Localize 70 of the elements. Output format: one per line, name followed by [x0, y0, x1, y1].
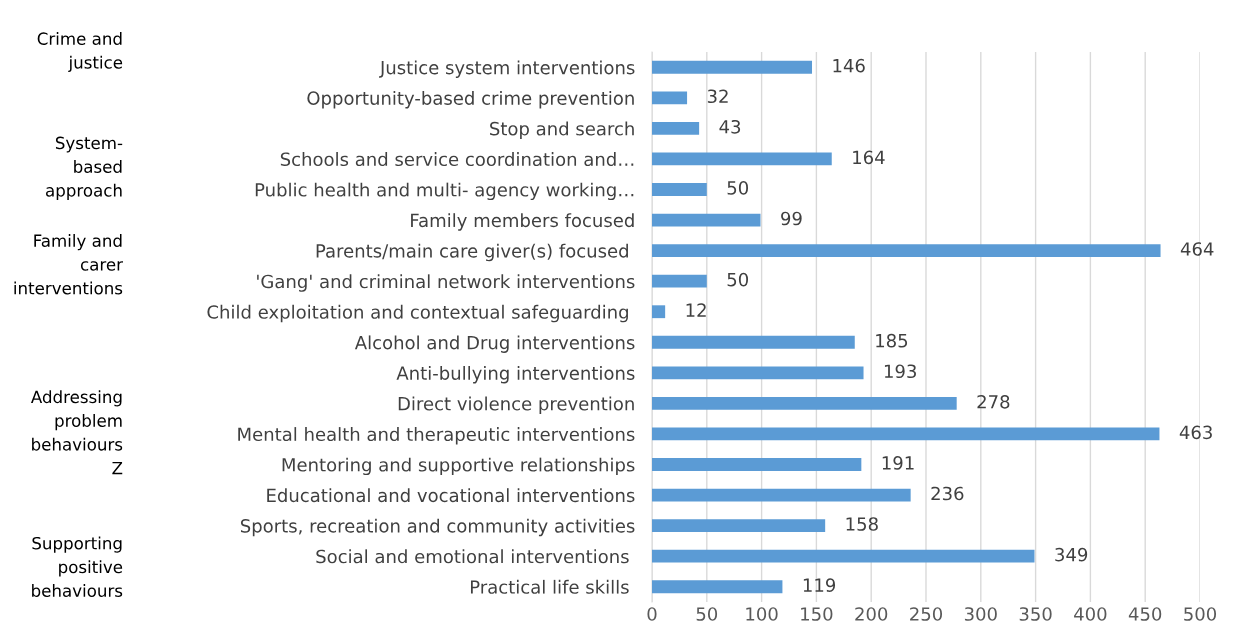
- bar: [652, 335, 855, 349]
- data-label: 99: [781, 211, 802, 226]
- data-label: 193: [884, 364, 916, 379]
- data-label: 164: [853, 150, 885, 165]
- data-label: 158: [846, 517, 878, 531]
- bar: [652, 427, 1160, 441]
- y-tick-label: Stop and search: [490, 121, 634, 139]
- bar: [652, 458, 862, 471]
- data-label: 464: [1180, 242, 1214, 256]
- bar: [652, 580, 783, 594]
- y-tick-label: Alcohol and Drug interventions: [354, 335, 635, 353]
- x-tick-label: 200: [855, 607, 888, 621]
- y-tick-label: 'Gang' and criminal network interventions: [257, 274, 635, 292]
- data-label: 32: [707, 89, 728, 104]
- data-label: 146: [833, 58, 865, 73]
- bar: [652, 305, 666, 319]
- y-tick-label: Social and emotional interventions: [316, 549, 629, 564]
- text: System-based approach: [46, 136, 123, 200]
- y-tick-label: Practical life skills: [470, 579, 629, 594]
- y-tick-label: Child exploitation and contextual safeguarding: [207, 304, 628, 323]
- data-label: 236: [931, 486, 964, 501]
- text: Supporting positive behaviours: [32, 536, 123, 597]
- y-tick-label: Justice system interventions: [379, 60, 635, 78]
- x-tick-label: 350: [1019, 607, 1052, 621]
- data-label: 349: [1055, 547, 1088, 562]
- x-tick-label: 150: [801, 607, 833, 621]
- y-tick-label: Sports, recreation and community activities: [240, 518, 635, 537]
- bar: [652, 183, 707, 196]
- x-tick-label: 300: [964, 607, 997, 621]
- x-tick-label: 100: [746, 607, 778, 621]
- bar: [652, 152, 832, 166]
- y-tick-label: Anti-bullying interventions: [396, 365, 635, 384]
- x-tick-label: 400: [1074, 607, 1107, 621]
- y-tick-label: Direct violence prevention: [398, 396, 634, 414]
- data-label: 463: [1179, 425, 1212, 440]
- bar: [652, 244, 1161, 258]
- x-tick-label: 500: [1184, 607, 1217, 621]
- y-tick-label: Parents/main care giver(s) focused: [316, 243, 628, 262]
- x-tick-label: 450: [1128, 607, 1162, 621]
- data-label: 278: [977, 394, 1010, 409]
- bar: [652, 213, 761, 227]
- bar: [652, 488, 911, 502]
- data-label: 43: [719, 119, 741, 134]
- data-label: 185: [876, 333, 908, 348]
- text: Family and carer interventions: [14, 234, 123, 295]
- y-tick-label: Public health and multi- agency working…: [255, 182, 634, 201]
- text: Addressing problem behaviours Z: [30, 390, 123, 475]
- data-label: 50: [727, 181, 749, 195]
- y-tick-label: Educational and vocational interventions: [267, 488, 635, 503]
- bar: [652, 366, 864, 380]
- bar: [652, 519, 826, 533]
- x-tick-label: 250: [910, 607, 943, 621]
- data-label: 50: [727, 272, 749, 287]
- bar: [652, 396, 957, 410]
- data-label: 191: [882, 456, 914, 470]
- bar: [652, 274, 707, 288]
- data-label: 12: [686, 303, 706, 317]
- bar: [652, 121, 700, 135]
- data-label: 119: [803, 578, 836, 592]
- y-tick-label: Mentoring and supportive relationships: [282, 457, 635, 476]
- y-tick-label: Mental health and therapeutic interventions: [238, 427, 635, 445]
- y-tick-label: Opportunity-based crime prevention: [307, 90, 634, 109]
- y-tick-label: Family members focused: [411, 213, 634, 231]
- x-tick-label: 0: [647, 607, 657, 621]
- bar: [652, 549, 1035, 563]
- x-tick-label: 50: [696, 607, 718, 621]
- text: Crime and justice: [37, 32, 123, 72]
- bar: [652, 91, 688, 105]
- y-tick-label: Schools and service coordination and…: [280, 152, 634, 167]
- bar: [652, 60, 813, 74]
